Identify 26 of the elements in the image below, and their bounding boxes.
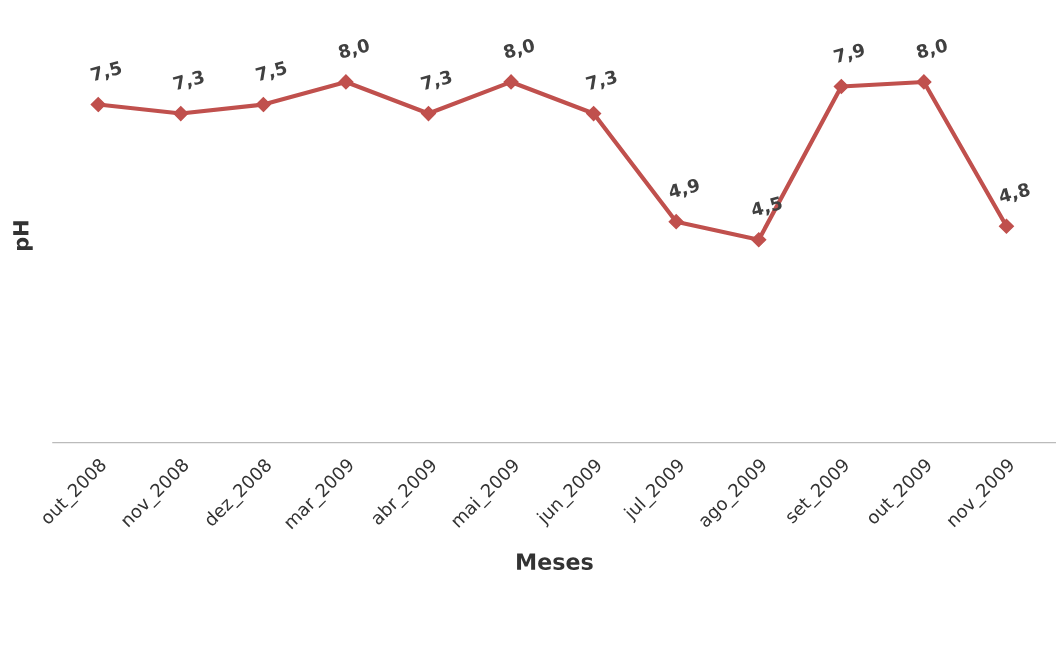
point [668,214,684,230]
data-label: 4,5 [750,196,784,219]
data-label: 7,9 [833,42,866,66]
data-label: 4,9 [667,177,701,201]
point [586,105,602,122]
point [173,105,189,122]
point [90,96,106,113]
x-axis-title: Meses [517,553,593,571]
point [255,96,271,113]
point [998,218,1015,234]
point [751,232,767,248]
point [420,105,437,122]
point [833,78,849,95]
data-label: 8,0 [502,37,536,62]
data-label: 7,5 [255,60,288,84]
data-label: 7,5 [90,60,123,84]
data-label: 7,3 [172,69,206,93]
point [338,74,354,90]
point [916,74,932,90]
data-label: 4,8 [997,182,1032,206]
data-label: 7,3 [420,69,453,93]
point [503,74,519,90]
data-label: 8,0 [915,37,949,62]
y-axis-title: pH [13,221,33,251]
data-label: 7,3 [585,69,618,93]
data-label: 8,0 [337,37,371,62]
